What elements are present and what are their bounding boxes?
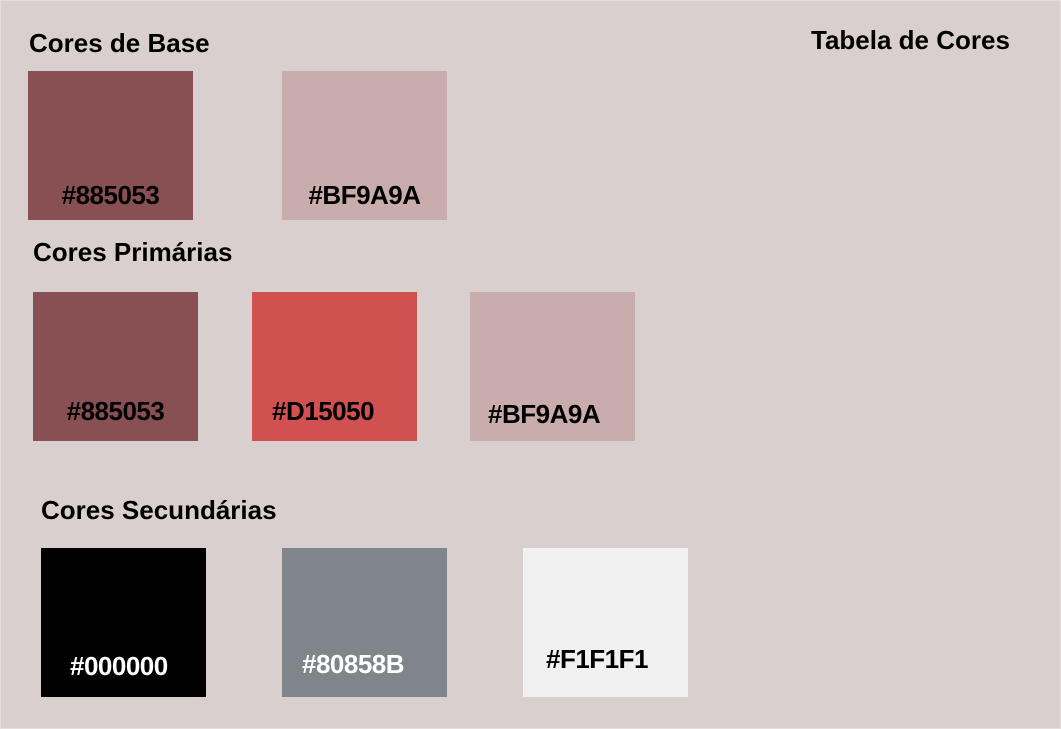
color-swatch: #000000 bbox=[41, 548, 206, 697]
color-code: #80858B bbox=[302, 649, 405, 679]
color-swatch: #885053 bbox=[33, 292, 198, 441]
page-title: Tabela de Cores bbox=[811, 25, 1010, 55]
color-code: #BF9A9A bbox=[488, 399, 601, 429]
color-swatch: #885053 bbox=[28, 71, 193, 220]
color-swatch: #D15050 bbox=[252, 292, 417, 441]
color-swatch: #F1F1F1 bbox=[523, 548, 688, 697]
color-swatch: #BF9A9A bbox=[470, 292, 635, 441]
section-title-primary: Cores Primárias bbox=[33, 237, 233, 267]
color-swatch: #BF9A9A bbox=[282, 71, 447, 220]
section-title-secondary: Cores Secundárias bbox=[41, 495, 277, 525]
color-code: #BF9A9A bbox=[308, 180, 421, 210]
color-code: #F1F1F1 bbox=[546, 644, 649, 674]
section-title-base: Cores de Base bbox=[29, 28, 210, 58]
color-code: #885053 bbox=[61, 180, 160, 210]
color-code: #D15050 bbox=[272, 396, 375, 426]
color-swatch: #80858B bbox=[282, 548, 447, 697]
color-code: #885053 bbox=[66, 396, 165, 426]
color-code: #000000 bbox=[70, 651, 168, 681]
